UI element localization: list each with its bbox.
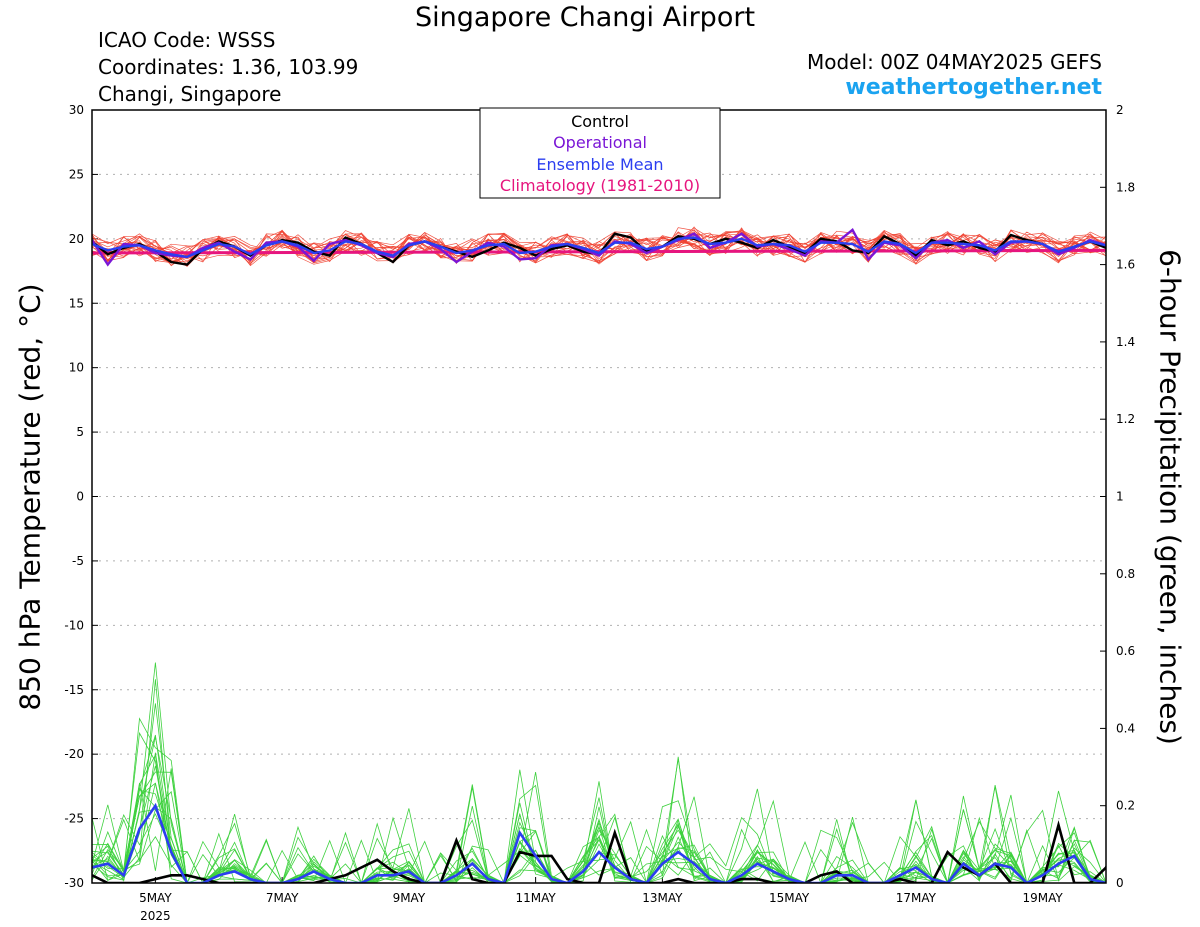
y-right-tick-label: 1.4 xyxy=(1116,335,1135,349)
temp-ensemble-mean-line xyxy=(92,236,1106,259)
y-right-tick-label: 0 xyxy=(1116,876,1124,890)
precipitation-ensemble-members xyxy=(92,662,1106,883)
x-tick-sublabel: 2025 xyxy=(140,909,171,923)
x-tick-label: 7MAY xyxy=(266,891,299,905)
legend-climatology: Climatology (1981-2010) xyxy=(500,176,700,195)
x-tick-label: 5MAY xyxy=(139,891,172,905)
y-right-tick-label: 0.8 xyxy=(1116,567,1135,581)
legend-ensemble-mean: Ensemble Mean xyxy=(536,155,663,174)
legend-operational: Operational xyxy=(553,133,647,152)
precipitation-member-line xyxy=(92,784,1106,883)
y-left-tick-label: 15 xyxy=(69,296,84,310)
legend-control: Control xyxy=(571,112,629,131)
y-left-tick-label: 25 xyxy=(69,167,84,181)
precipitation-member-line xyxy=(92,753,1106,883)
precip-control-line xyxy=(92,820,1106,883)
y-left-tick-label: 20 xyxy=(69,232,84,246)
x-tick-label: 13MAY xyxy=(642,891,683,905)
series-lines xyxy=(92,227,1106,883)
model-run-label: Model: 00Z 04MAY2025 GEFS xyxy=(807,50,1102,74)
y-left-tick-label: 5 xyxy=(76,425,84,439)
x-tick-label: 19MAY xyxy=(1023,891,1064,905)
precipitation-member-line xyxy=(92,784,1106,883)
y-right-tick-label: 1 xyxy=(1116,490,1124,504)
y-right-tick-label: 1.6 xyxy=(1116,258,1135,272)
y-right-tick-label: 2 xyxy=(1116,103,1124,117)
y-left-tick-label: 0 xyxy=(76,490,84,504)
y-left-tick-label: -30 xyxy=(64,876,84,890)
temp-operational-line xyxy=(92,227,1106,267)
y-left-tick-label: -5 xyxy=(72,554,84,568)
precipitation-member-line xyxy=(92,787,1106,883)
precipitation-member-line xyxy=(92,768,1106,883)
precipitation-member-line xyxy=(92,783,1106,883)
y-left-tick-label: -20 xyxy=(64,747,84,761)
x-tick-label: 15MAY xyxy=(769,891,810,905)
y-left-tick-label: -15 xyxy=(64,683,84,697)
precipitation-member-line xyxy=(92,797,1106,883)
precipitation-member-line xyxy=(92,752,1106,883)
y-left-tick-label: 30 xyxy=(69,103,84,117)
axis-ticks: 302520151050-5-10-15-20-25-3021.81.61.41… xyxy=(64,103,1135,923)
x-tick-label: 17MAY xyxy=(896,891,937,905)
precipitation-member-line xyxy=(92,787,1106,883)
precipitation-member-line xyxy=(92,703,1106,883)
grid-lines xyxy=(92,173,1106,820)
y-left-tick-label: -10 xyxy=(64,618,84,632)
temperature-member-line xyxy=(92,229,1106,264)
x-tick-label: 9MAY xyxy=(393,891,426,905)
legend: Control Operational Ensemble Mean Climat… xyxy=(479,107,721,199)
precipitation-member-line xyxy=(92,736,1106,883)
location-name: Changi, Singapore xyxy=(98,82,282,106)
y-right-tick-label: 0.6 xyxy=(1116,644,1135,658)
chart-title: Singapore Changi Airport xyxy=(414,2,756,33)
y-right-tick-label: 0.2 xyxy=(1116,799,1135,813)
legend-box xyxy=(479,107,721,199)
y-right-tick-label: 1.2 xyxy=(1116,412,1135,426)
icao-code: ICAO Code: WSSS xyxy=(98,28,276,52)
y-left-tick-label: -25 xyxy=(64,812,84,826)
y-right-tick-label: 1.8 xyxy=(1116,180,1135,194)
site-link[interactable]: weathertogether.net xyxy=(845,75,1102,100)
x-tick-label: 11MAY xyxy=(516,891,557,905)
precipitation-member-line xyxy=(92,782,1106,883)
coordinates: Coordinates: 1.36, 103.99 xyxy=(98,55,359,79)
precipitation-member-line xyxy=(92,679,1106,883)
precipitation-member-line xyxy=(92,765,1106,883)
y-left-tick-label: 10 xyxy=(69,361,84,375)
y-right-tick-label: 0.4 xyxy=(1116,721,1135,735)
